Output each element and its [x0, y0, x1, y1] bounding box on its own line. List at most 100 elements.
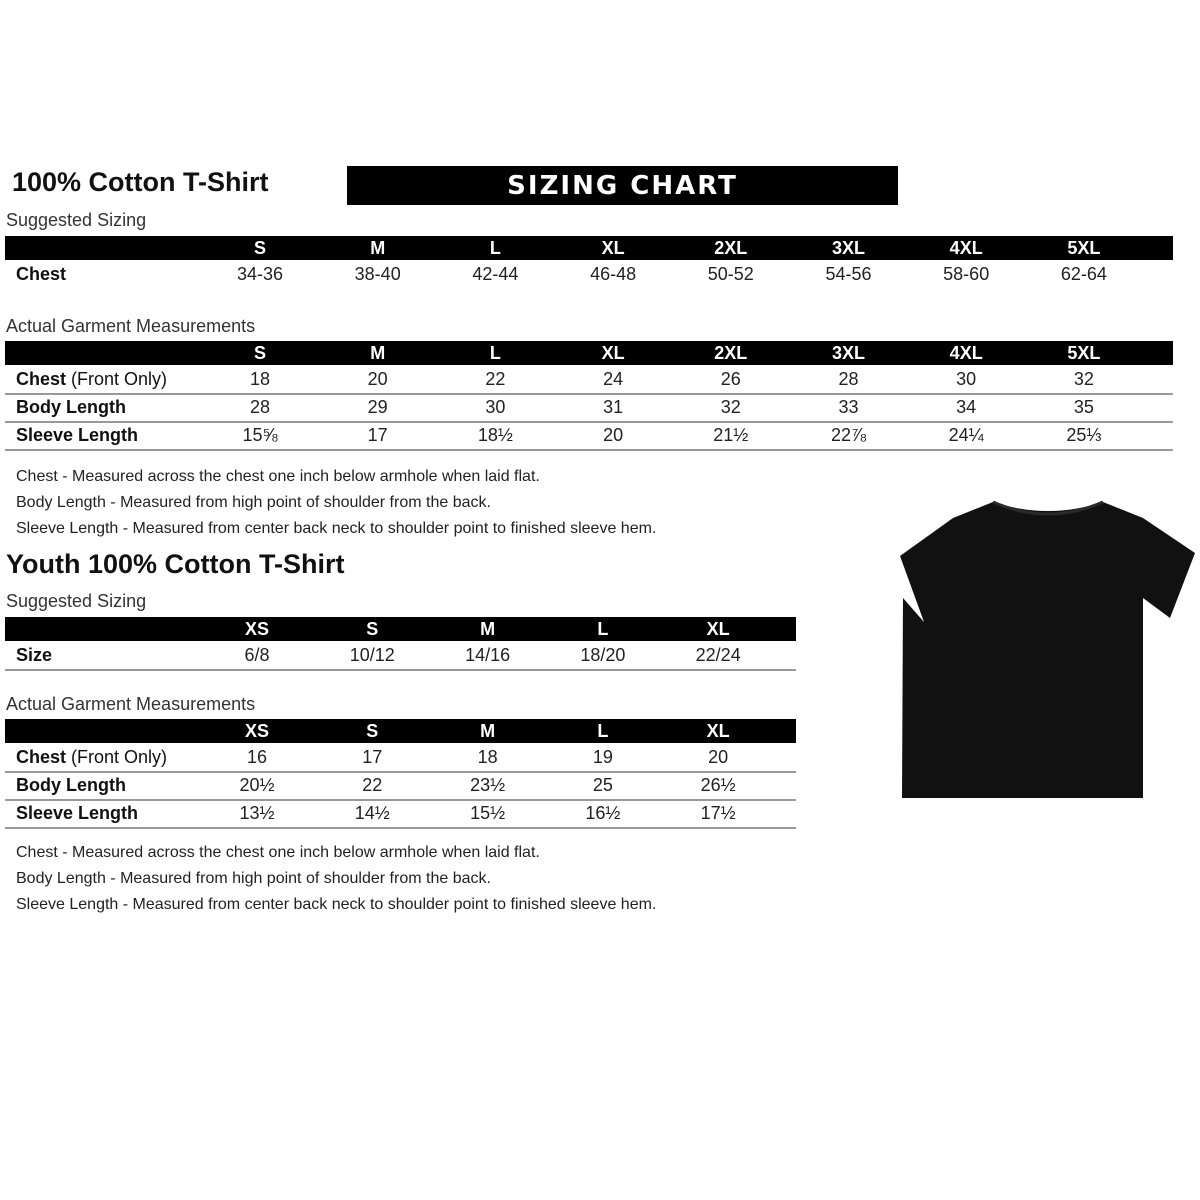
- table-cell: 24: [603, 369, 624, 389]
- table-cell: 23½: [470, 775, 506, 795]
- size-header: M: [370, 343, 386, 363]
- row-label-note: (Front Only): [66, 369, 168, 389]
- size-header: XL: [706, 721, 730, 741]
- table-cell: 16½: [585, 803, 621, 823]
- suggested-sizing-label: Suggested Sizing: [6, 210, 147, 230]
- measurement-note: Body Length - Measured from high point o…: [16, 870, 491, 887]
- row-divider: [5, 799, 796, 801]
- table-cell: 42-44: [472, 264, 519, 284]
- table-cell: 14½: [354, 803, 390, 823]
- row-label: Chest (Front Only): [16, 369, 167, 390]
- table-cell: 58-60: [943, 264, 990, 284]
- size-header: M: [480, 721, 496, 741]
- table-cell: 35: [1073, 397, 1094, 417]
- table-cell: 26: [720, 369, 741, 389]
- row-divider: [5, 771, 796, 773]
- table-cell: 22/24: [695, 645, 741, 665]
- row-label: Sleeve Length: [16, 425, 138, 446]
- table-cell: 29: [367, 397, 388, 417]
- table-cell: 18: [477, 747, 498, 767]
- table-cell: 10/12: [349, 645, 395, 665]
- size-header: L: [597, 721, 609, 741]
- table-cell: 18/20: [580, 645, 626, 665]
- table-cell: 28: [838, 369, 859, 389]
- table-cell: 30: [485, 397, 506, 417]
- table-cell: 18½: [477, 425, 513, 445]
- size-header: S: [366, 721, 379, 741]
- table-cell: 17: [367, 425, 388, 445]
- measurement-note: Chest - Measured across the chest one in…: [16, 844, 540, 861]
- table-cell: 26½: [700, 775, 736, 795]
- table-cell: 25⅓: [1066, 425, 1102, 445]
- size-header: L: [597, 619, 609, 639]
- row-label: Body Length: [16, 775, 126, 796]
- row-label-text: Body Length: [16, 397, 126, 417]
- row-label-text: Sleeve Length: [16, 803, 139, 823]
- table-cell: 20½: [239, 775, 275, 795]
- table-cell: 54-56: [825, 264, 872, 284]
- size-header: L: [489, 343, 501, 363]
- table-cell: 31: [603, 397, 624, 417]
- row-divider: [5, 669, 796, 671]
- row-label: Body Length: [16, 397, 126, 418]
- row-label: Sleeve Length: [16, 803, 138, 824]
- row-divider: [5, 449, 1173, 451]
- size-header: L: [489, 238, 501, 258]
- actual-header-bar: S M L XL 2XL 3XL 4XL 5XL: [5, 341, 1173, 365]
- table-cell: 22: [485, 369, 506, 389]
- table-cell: 20: [603, 425, 624, 445]
- table-cell: 22: [362, 775, 383, 795]
- size-header: 3XL: [831, 238, 866, 258]
- table-cell: 6/8: [244, 645, 270, 665]
- size-header: XS: [244, 619, 270, 639]
- sizing-chart-banner: SIZING CHART: [347, 166, 898, 205]
- table-cell: 18: [249, 369, 271, 389]
- size-header: XL: [601, 343, 625, 363]
- suggested-header-bar: XS S M L XL: [5, 617, 796, 641]
- table-cell: 17½: [700, 803, 736, 823]
- size-header: 3XL: [831, 343, 866, 363]
- row-label: Size: [16, 645, 52, 666]
- measurement-note: Sleeve Length - Measured from center bac…: [16, 520, 657, 537]
- row-label: Chest (Front Only): [16, 747, 167, 768]
- table-cell: 30: [956, 369, 977, 389]
- table-cell: 62-64: [1060, 264, 1107, 284]
- row-label-text: Size: [16, 645, 53, 665]
- row-label-text: Body Length: [16, 775, 126, 795]
- table-cell: 38-40: [354, 264, 401, 284]
- table-cell: 20: [367, 369, 388, 389]
- size-header: M: [480, 619, 496, 639]
- table-cell: 34: [956, 397, 977, 417]
- size-header: XS: [244, 721, 270, 741]
- row-label-note: (Front Only): [66, 747, 168, 767]
- table-cell: 22⅞: [830, 425, 867, 445]
- table-cell: 13½: [239, 803, 275, 823]
- table-cell: 24¼: [948, 425, 984, 445]
- black-tshirt-icon: [900, 500, 1195, 798]
- table-cell: 15⅝: [242, 425, 278, 445]
- row-label-text: Chest: [16, 264, 67, 284]
- size-header: S: [366, 619, 379, 639]
- size-header: 4XL: [949, 343, 983, 363]
- actual-measurements-label: Actual Garment Measurements: [6, 694, 256, 714]
- size-header: S: [253, 238, 267, 258]
- size-header: 2XL: [714, 343, 748, 363]
- youth-title: Youth 100% Cotton T-Shirt: [6, 549, 345, 579]
- row-divider: [5, 827, 796, 829]
- table-cell: 32: [720, 397, 741, 417]
- table-cell: 33: [838, 397, 859, 417]
- size-header: M: [370, 238, 386, 258]
- actual-measurements-label: Actual Garment Measurements: [6, 316, 256, 336]
- measurement-note: Sleeve Length - Measured from center bac…: [16, 896, 657, 913]
- row-label: Chest: [16, 264, 66, 285]
- size-header: 4XL: [949, 238, 983, 258]
- size-header: 5XL: [1067, 238, 1101, 258]
- table-cell: 25: [592, 775, 613, 795]
- row-label-text: Chest: [16, 747, 67, 767]
- table-cell: 17: [362, 747, 383, 767]
- suggested-header-bar: S M L XL 2XL 3XL 4XL 5XL: [5, 236, 1173, 260]
- size-header: 2XL: [714, 238, 748, 258]
- size-header: S: [253, 343, 267, 363]
- table-cell: 28: [249, 397, 271, 417]
- table-cell: 19: [592, 747, 613, 767]
